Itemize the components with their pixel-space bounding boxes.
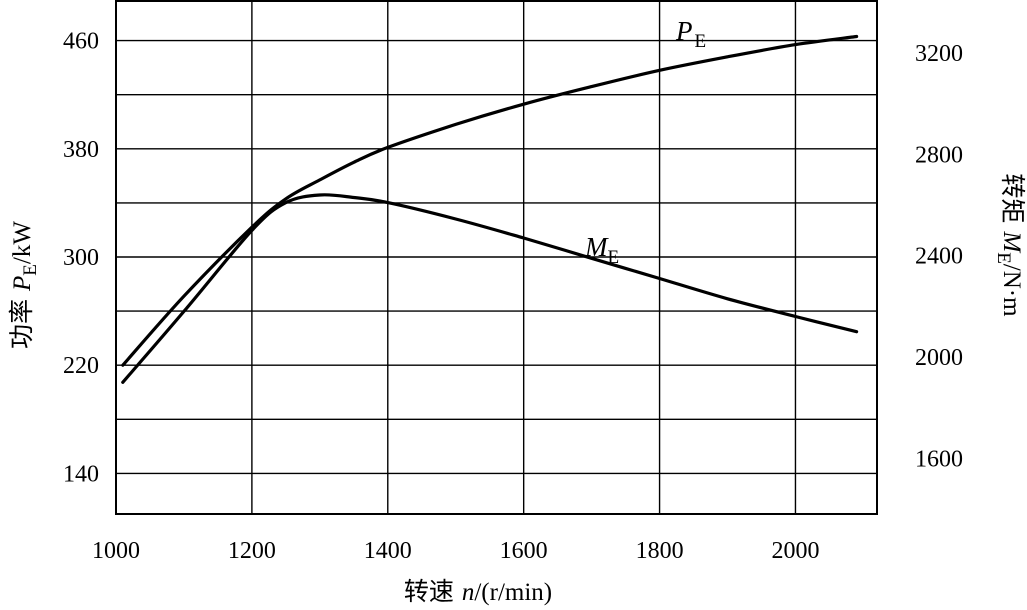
x-tick-label: 1800 xyxy=(636,538,684,564)
left-tick-label: 300 xyxy=(63,245,99,271)
x-axis-label: 转速 n/(r/min) xyxy=(404,577,552,606)
x-tick-label: 2000 xyxy=(771,538,819,564)
curves xyxy=(121,34,859,384)
right-axis-ticks: 1600 2000 2400 2800 3200 xyxy=(915,41,963,472)
plot-frame xyxy=(115,0,878,515)
right-tick-label: 3200 xyxy=(915,41,963,67)
series-line-p-e xyxy=(121,34,859,367)
x-tick-label: 1400 xyxy=(364,538,412,564)
left-tick-label: 140 xyxy=(63,461,99,487)
left-tick-label: 220 xyxy=(63,353,99,379)
x-axis-ticks: 1000 1200 1400 1600 1800 2000 xyxy=(92,538,819,564)
right-tick-label: 2400 xyxy=(915,244,963,270)
left-tick-label: 380 xyxy=(63,137,99,163)
right-axis-label: 转矩 ME/N·m xyxy=(993,173,1027,317)
right-tick-label: 2000 xyxy=(915,345,963,371)
left-axis-ticks: 140 220 300 380 460 xyxy=(63,29,99,488)
left-axis-label: 功率 PE/kW xyxy=(7,221,41,349)
series-label-me: ME xyxy=(584,232,619,268)
grid xyxy=(116,0,877,514)
left-tick-label: 460 xyxy=(63,29,99,55)
series-line-m-e xyxy=(121,193,859,384)
x-tick-label: 1200 xyxy=(228,538,276,564)
right-tick-label: 2800 xyxy=(915,142,963,168)
x-tick-label: 1000 xyxy=(92,538,140,564)
x-tick-label: 1600 xyxy=(500,538,548,564)
right-tick-label: 1600 xyxy=(915,446,963,472)
